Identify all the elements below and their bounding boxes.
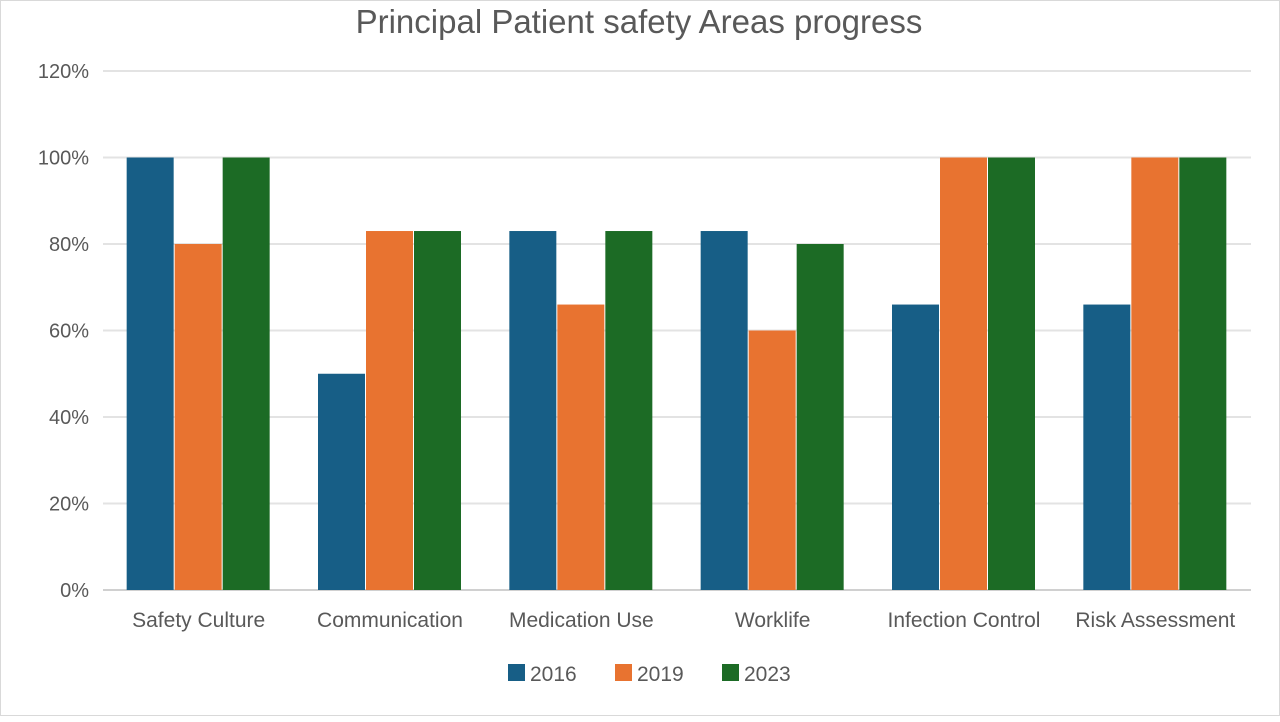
y-tick-label: 60% bbox=[49, 321, 89, 343]
bar-2016-3 bbox=[700, 231, 748, 590]
bar-2023-0 bbox=[222, 157, 270, 590]
x-tick-label: Medication Use bbox=[509, 609, 654, 632]
y-tick-label: 40% bbox=[49, 407, 89, 429]
y-tick-label: 0% bbox=[60, 580, 89, 602]
x-tick-label: Worklife bbox=[735, 609, 810, 632]
x-tick-label: Safety Culture bbox=[132, 609, 265, 632]
legend-swatch-2023 bbox=[722, 664, 739, 681]
y-axis: 0% 20% 40% 60% 80% 100% 120% bbox=[38, 61, 89, 602]
legend-swatch-2016 bbox=[508, 664, 525, 681]
bar-2023-2 bbox=[605, 231, 653, 590]
bar-2023-3 bbox=[796, 244, 844, 590]
bar-2019-3 bbox=[748, 330, 796, 590]
bar-2023-4 bbox=[988, 157, 1035, 590]
bar-2023-1 bbox=[414, 231, 461, 590]
gridlines bbox=[103, 70, 1251, 591]
x-tick-label: Communication bbox=[317, 609, 463, 632]
bars bbox=[126, 157, 1227, 590]
x-tick-label: Risk Assessment bbox=[1075, 609, 1235, 632]
bar-2016-5 bbox=[1083, 304, 1131, 590]
chart-title: Principal Patient safety Areas progress bbox=[356, 3, 923, 40]
legend-label: 2016 bbox=[530, 663, 577, 686]
legend-label: 2023 bbox=[744, 663, 791, 686]
legend-label: 2019 bbox=[637, 663, 684, 686]
y-tick-label: 100% bbox=[38, 148, 89, 170]
y-tick-label: 80% bbox=[49, 234, 89, 256]
bar-2019-5 bbox=[1131, 157, 1179, 590]
x-tick-label: Infection Control bbox=[888, 609, 1041, 632]
legend-swatch-2019 bbox=[615, 664, 632, 681]
y-tick-label: 120% bbox=[38, 61, 89, 83]
bar-2016-1 bbox=[318, 373, 365, 590]
bar-2016-4 bbox=[892, 304, 939, 590]
legend: 2016 2019 2023 bbox=[508, 663, 791, 686]
bar-2016-2 bbox=[509, 231, 557, 590]
bar-2019-1 bbox=[366, 231, 413, 590]
bar-2019-4 bbox=[940, 157, 987, 590]
bar-2023-5 bbox=[1179, 157, 1227, 590]
bar-2016-0 bbox=[126, 157, 174, 590]
bar-2019-0 bbox=[174, 244, 222, 590]
y-tick-label: 20% bbox=[49, 494, 89, 516]
bar-2019-2 bbox=[557, 304, 605, 590]
x-axis: Safety Culture Communication Medication Us… bbox=[132, 609, 1235, 632]
